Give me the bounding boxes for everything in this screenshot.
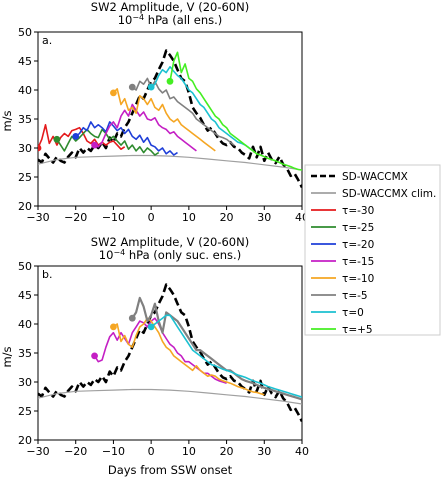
- panel-b-xtick-label: 40: [295, 445, 309, 458]
- panel-b-ytick-label: 25: [18, 405, 32, 418]
- legend-label-tauminus-minus-20: τ=-20: [342, 239, 374, 251]
- panel-a-series-tauminus-minus-5: [131, 77, 235, 146]
- panel-a-ytick-label: 50: [18, 26, 32, 39]
- panel-a-tag: a.: [42, 34, 52, 47]
- panel-a-series-sdminus-waccmx-clim: [38, 154, 302, 171]
- panel-b-xtick-label: −20: [64, 445, 87, 458]
- panel-b-start-marker-tauminus-minus-10: [110, 323, 117, 331]
- panel-a-series-tauminus-minus-10: [112, 88, 216, 152]
- panel-b-series-tauminus-0: [150, 314, 302, 398]
- panel-b-ytick-label: 35: [18, 347, 32, 360]
- panel-a-series-tauminus-minus-15: [94, 103, 197, 152]
- panel-a-ytick-label: 45: [18, 55, 32, 68]
- panel-b-subtitle: 10−4 hPa (only suc. ens.): [99, 248, 241, 262]
- panel-b-series-sdminus-waccmx-clim: [38, 388, 302, 405]
- panel-a-xtick-label: −30: [26, 211, 49, 224]
- panel-a-start-marker-tauminus-minus-10: [110, 89, 117, 97]
- panel-a-start-marker-tauminus-minus-25: [53, 135, 61, 143]
- panel-b-ytick-label: 20: [18, 434, 32, 447]
- legend-label-tauminus-minus-30: τ=-30: [342, 205, 374, 217]
- legend-label-tauminus-0: τ=0: [342, 307, 364, 319]
- panel-a-ylabel: m/s: [0, 110, 14, 131]
- panel-b-ylabel: m/s: [0, 346, 14, 367]
- panel-a-start-marker-tauminus-minus-5: [128, 83, 136, 91]
- panel-a-start-marker-tauminus-minus-30: [38, 144, 42, 152]
- panel-b-xtick-label: 0: [148, 445, 155, 458]
- panel-b-ytick-label: 50: [18, 260, 32, 273]
- panel-a-start-marker-tauminus-0: [147, 83, 155, 91]
- panel-a-ytick-label: 40: [18, 84, 32, 97]
- panel-b-xtick-label: −30: [26, 445, 49, 458]
- legend: SD-WACCMX SD-WACCMX clim. τ=-30 τ=-25 τ=-20 τ…: [304, 164, 441, 336]
- panel-a-start-marker-tauminus-plus5: [166, 77, 174, 85]
- panel-b-series-tauminus-minus-10: [112, 317, 265, 396]
- panel-b-start-marker-tauminus-minus-15: [91, 352, 98, 360]
- panel-b-series-tauminus-minus-5: [131, 296, 302, 401]
- panel-b-ytick-label: 30: [18, 376, 32, 389]
- legend-label-tauminus-minus-25: τ=-25: [342, 222, 374, 234]
- panel-b-xlabel: Days from SSW onset: [108, 463, 233, 477]
- panel-b-xtick-label: 10: [182, 445, 196, 458]
- panel-b-xtick-label: −10: [102, 445, 125, 458]
- panel-b-xtick-label: 20: [220, 445, 234, 458]
- panel-a-series-tauminus-plus5: [169, 51, 302, 171]
- panel-a-title: SW2 Amplitude, V (20-60N): [91, 0, 249, 14]
- panel-b-ytick-label: 40: [18, 318, 32, 331]
- panel-b-ytick-label: 45: [18, 289, 32, 302]
- panel-a-ytick-label: 35: [18, 113, 32, 126]
- legend-label-sdminus-waccmx: SD-WACCMX: [342, 171, 408, 183]
- legend-label-tauminus-minus-15: τ=-15: [342, 256, 374, 268]
- panel-b-title: SW2 Amplitude, V (20-60N): [91, 235, 249, 249]
- panel-b-tag: b.: [42, 268, 52, 281]
- panel-a-xtick-label: 0: [148, 211, 155, 224]
- panel-b-plot: −30 −20 −10 0 10 20 30 40 20 25 30 35 40 45 50: [18, 260, 309, 458]
- panel-a-ytick-label: 25: [18, 171, 32, 184]
- panel-a-start-marker-tauminus-minus-15: [91, 141, 98, 149]
- panel-a-ytick-label: 20: [18, 200, 32, 213]
- panel-b-start-marker-tauminus-minus-5: [128, 314, 136, 322]
- legend-label-tauminus-plus5: τ=+5: [342, 324, 373, 336]
- panel-a-xtick-label: 20: [220, 211, 234, 224]
- panel-a-start-marker-tauminus-minus-20: [72, 133, 80, 140]
- panel-a-xtick-label: 10: [182, 211, 196, 224]
- panel-b-start-marker-tauminus-0: [147, 323, 155, 331]
- legend-label-tauminus-minus-5: τ=-5: [342, 290, 368, 302]
- panel-b-series-sdminus-waccmx: [38, 283, 302, 422]
- legend-label-tauminus-minus-10: τ=-10: [342, 273, 374, 285]
- panel-a-xtick-label: −20: [64, 211, 87, 224]
- legend-label-sdminus-waccmx-clim: SD-WACCMX clim.: [342, 188, 436, 200]
- panel-a-series-tauminus-0: [150, 66, 254, 152]
- panel-b-xtick-label: 30: [257, 445, 271, 458]
- panel-a-series-tauminus-minus-20: [75, 121, 178, 156]
- panel-a-subtitle: 10−4 hPa (all ens.): [118, 13, 223, 27]
- panel-a-xtick-label: −10: [102, 211, 125, 224]
- panel-a-xtick-label: 30: [257, 211, 271, 224]
- panel-a-ytick-label: 30: [18, 142, 32, 155]
